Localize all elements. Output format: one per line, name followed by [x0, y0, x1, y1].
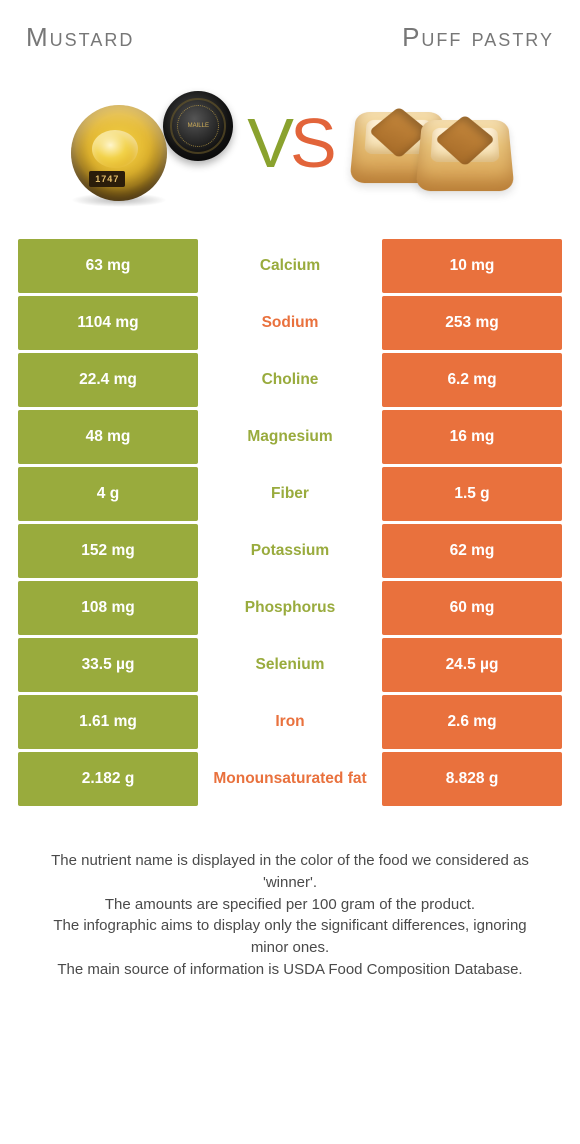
- right-value: 2.6 mg: [382, 695, 562, 749]
- right-food-title: Puff pastry: [402, 22, 554, 53]
- jar-year-label: 1747: [89, 171, 125, 187]
- left-food-image: MAILLE 1747: [63, 83, 237, 203]
- nutrient-name: Sodium: [198, 296, 382, 350]
- footer-line: The infographic aims to display only the…: [46, 915, 534, 959]
- table-row: 48 mgMagnesium16 mg: [18, 410, 562, 464]
- left-value: 108 mg: [18, 581, 198, 635]
- table-row: 1.61 mgIron2.6 mg: [18, 695, 562, 749]
- right-value: 24.5 µg: [382, 638, 562, 692]
- titles-row: Mustard Puff pastry: [18, 22, 562, 53]
- nutrient-name: Calcium: [198, 239, 382, 293]
- footer-line: The amounts are specified per 100 gram o…: [46, 894, 534, 916]
- jar-lid-icon: MAILLE: [163, 91, 233, 161]
- left-value: 63 mg: [18, 239, 198, 293]
- table-row: 4 gFiber1.5 g: [18, 467, 562, 521]
- nutrient-name: Phosphorus: [198, 581, 382, 635]
- right-value: 60 mg: [382, 581, 562, 635]
- left-value: 1104 mg: [18, 296, 198, 350]
- vs-s: S: [290, 103, 333, 183]
- left-value: 2.182 g: [18, 752, 198, 806]
- footer-line: The nutrient name is displayed in the co…: [46, 850, 534, 894]
- puff-pastry-icon: [415, 120, 514, 191]
- vs-label: VS: [247, 103, 332, 183]
- right-value: 1.5 g: [382, 467, 562, 521]
- footer-notes: The nutrient name is displayed in the co…: [46, 850, 534, 981]
- left-food-title: Mustard: [26, 22, 134, 53]
- comparison-table: 63 mgCalcium10 mg1104 mgSodium253 mg22.4…: [18, 239, 562, 806]
- nutrient-name: Choline: [198, 353, 382, 407]
- nutrient-name: Fiber: [198, 467, 382, 521]
- vs-v: V: [247, 103, 290, 183]
- table-row: 63 mgCalcium10 mg: [18, 239, 562, 293]
- infographic-page: Mustard Puff pastry MAILLE 1747 VS: [0, 0, 580, 981]
- table-row: 2.182 gMonounsaturated fat8.828 g: [18, 752, 562, 806]
- left-value: 33.5 µg: [18, 638, 198, 692]
- left-value: 1.61 mg: [18, 695, 198, 749]
- table-row: 152 mgPotassium62 mg: [18, 524, 562, 578]
- left-value: 4 g: [18, 467, 198, 521]
- nutrient-name: Monounsaturated fat: [198, 752, 382, 806]
- nutrient-name: Potassium: [198, 524, 382, 578]
- right-value: 8.828 g: [382, 752, 562, 806]
- right-value: 16 mg: [382, 410, 562, 464]
- right-food-image: [343, 83, 517, 203]
- nutrient-name: Iron: [198, 695, 382, 749]
- right-value: 6.2 mg: [382, 353, 562, 407]
- left-value: 22.4 mg: [18, 353, 198, 407]
- table-row: 1104 mgSodium253 mg: [18, 296, 562, 350]
- table-row: 22.4 mgCholine6.2 mg: [18, 353, 562, 407]
- nutrient-name: Magnesium: [198, 410, 382, 464]
- right-value: 62 mg: [382, 524, 562, 578]
- right-value: 253 mg: [382, 296, 562, 350]
- left-value: 152 mg: [18, 524, 198, 578]
- nutrient-name: Selenium: [198, 638, 382, 692]
- left-value: 48 mg: [18, 410, 198, 464]
- footer-line: The main source of information is USDA F…: [46, 959, 534, 981]
- table-row: 108 mgPhosphorus60 mg: [18, 581, 562, 635]
- hero-row: MAILLE 1747 VS: [18, 83, 562, 203]
- table-row: 33.5 µgSelenium24.5 µg: [18, 638, 562, 692]
- right-value: 10 mg: [382, 239, 562, 293]
